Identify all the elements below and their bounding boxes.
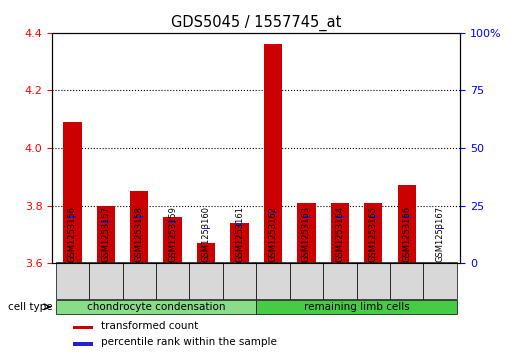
Bar (437, 228, 444, 229)
Bar (156, 262, 189, 299)
Bar (403, 216, 411, 218)
Text: cell type: cell type (8, 302, 53, 312)
Bar (331, 203, 349, 263)
Bar (297, 203, 315, 263)
Bar (424, 262, 457, 299)
Bar (256, 262, 290, 299)
Title: GDS5045 / 1557745_at: GDS5045 / 1557745_at (171, 15, 342, 31)
Bar (164, 217, 182, 263)
Text: transformed count: transformed count (101, 321, 199, 331)
Text: GSM1253160: GSM1253160 (201, 206, 211, 262)
Bar (230, 223, 249, 263)
Text: GSM1253161: GSM1253161 (235, 206, 244, 262)
Bar (223, 262, 256, 299)
Bar (97, 205, 115, 263)
Bar (197, 243, 215, 263)
Bar (130, 191, 149, 263)
Bar (89, 262, 122, 299)
Text: GSM1253162: GSM1253162 (268, 206, 278, 262)
Bar (264, 44, 282, 263)
Bar (135, 216, 143, 218)
Text: GSM1253167: GSM1253167 (436, 206, 445, 262)
Bar (397, 185, 416, 263)
Text: GSM1253157: GSM1253157 (101, 206, 110, 262)
Text: GSM1253163: GSM1253163 (302, 206, 311, 262)
Bar (303, 216, 310, 218)
Text: chondrocyte condensation: chondrocyte condensation (87, 302, 225, 312)
Text: remaining limb cells: remaining limb cells (304, 302, 410, 312)
Bar (290, 262, 323, 299)
Text: GSM1253156: GSM1253156 (68, 206, 77, 262)
Bar (55, 300, 256, 314)
Bar (73, 326, 93, 330)
Bar (73, 342, 93, 346)
Bar (63, 122, 82, 263)
Text: GSM1253165: GSM1253165 (369, 206, 378, 262)
Bar (256, 300, 457, 314)
Bar (102, 221, 109, 223)
Bar (357, 262, 390, 299)
Bar (364, 203, 382, 263)
Bar (323, 262, 357, 299)
Text: GSM1253166: GSM1253166 (402, 206, 411, 262)
Bar (269, 212, 277, 213)
Text: GSM1253159: GSM1253159 (168, 206, 177, 262)
Bar (202, 228, 210, 229)
Bar (122, 262, 156, 299)
Bar (169, 221, 176, 223)
Bar (189, 262, 223, 299)
Bar (336, 216, 344, 218)
Bar (390, 262, 424, 299)
Bar (55, 262, 89, 299)
Text: GSM1253164: GSM1253164 (335, 206, 344, 262)
Text: GSM1253158: GSM1253158 (135, 206, 144, 262)
Bar (236, 223, 243, 225)
Bar (69, 216, 76, 218)
Text: percentile rank within the sample: percentile rank within the sample (101, 337, 277, 347)
Bar (370, 216, 377, 218)
